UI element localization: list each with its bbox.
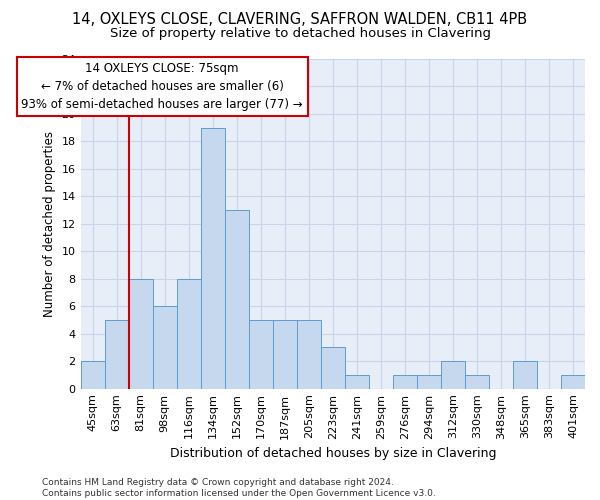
Bar	[321, 348, 345, 389]
Bar	[561, 375, 585, 388]
X-axis label: Distribution of detached houses by size in Clavering: Distribution of detached houses by size …	[170, 447, 496, 460]
Text: 14 OXLEYS CLOSE: 75sqm
← 7% of detached houses are smaller (6)
93% of semi-detac: 14 OXLEYS CLOSE: 75sqm ← 7% of detached …	[22, 62, 303, 111]
Bar	[80, 361, 104, 388]
Bar	[273, 320, 297, 388]
Bar	[104, 320, 128, 388]
Bar	[152, 306, 176, 388]
Bar	[441, 361, 465, 388]
Bar	[128, 279, 152, 388]
Text: Size of property relative to detached houses in Clavering: Size of property relative to detached ho…	[110, 28, 491, 40]
Bar	[176, 279, 200, 388]
Bar	[224, 210, 248, 388]
Bar	[393, 375, 417, 388]
Text: Contains HM Land Registry data © Crown copyright and database right 2024.
Contai: Contains HM Land Registry data © Crown c…	[42, 478, 436, 498]
Bar	[513, 361, 537, 388]
Bar	[297, 320, 321, 388]
Bar	[200, 128, 224, 388]
Bar	[248, 320, 273, 388]
Text: 14, OXLEYS CLOSE, CLAVERING, SAFFRON WALDEN, CB11 4PB: 14, OXLEYS CLOSE, CLAVERING, SAFFRON WAL…	[73, 12, 527, 28]
Bar	[465, 375, 489, 388]
Bar	[417, 375, 441, 388]
Y-axis label: Number of detached properties: Number of detached properties	[43, 131, 56, 317]
Bar	[345, 375, 369, 388]
